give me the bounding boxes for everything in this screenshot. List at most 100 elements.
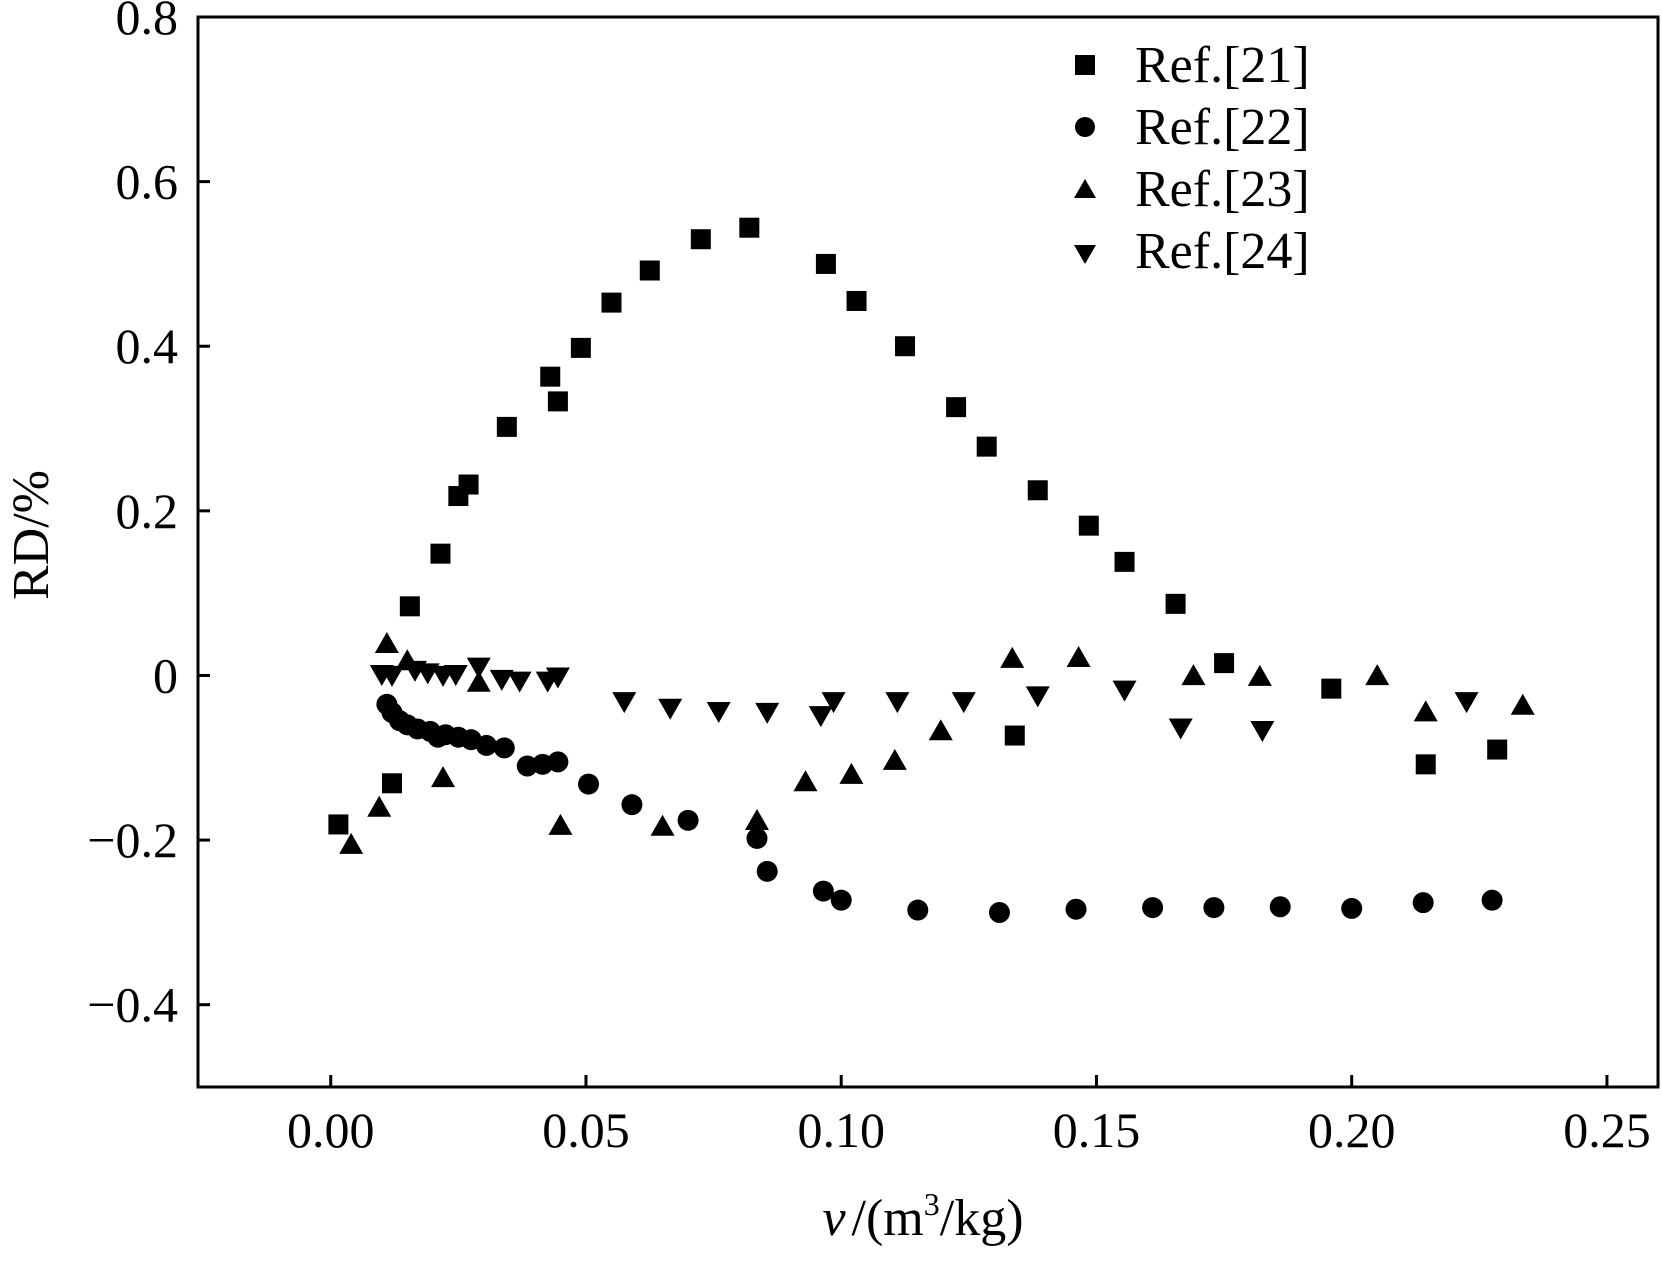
triangle-down-marker — [808, 706, 833, 728]
series-ref22 — [376, 693, 1503, 924]
triangle-up-marker — [744, 808, 769, 830]
triangle-up-marker — [839, 762, 864, 784]
series-ref23 — [339, 632, 1535, 854]
square-marker — [1078, 515, 1099, 536]
triangle-down-marker — [658, 698, 683, 720]
circle-marker — [1142, 897, 1164, 919]
triangle-down-marker — [379, 665, 404, 687]
triangle-up-marker — [1247, 664, 1272, 686]
triangle-down-marker — [1454, 692, 1479, 714]
square-marker — [639, 260, 660, 281]
triangle-up-marker — [431, 766, 456, 788]
triangle-down-marker — [1112, 680, 1137, 702]
circle-marker — [1412, 892, 1434, 914]
triangle-down-marker — [951, 692, 976, 714]
legend-label: Ref.[21] — [1135, 37, 1310, 94]
circle-marker — [1341, 897, 1363, 919]
triangle-up-marker — [650, 814, 675, 836]
circle-marker — [677, 809, 699, 831]
triangle-down-marker — [1250, 720, 1275, 742]
x-tick-label: 0.25 — [1563, 1102, 1651, 1158]
circle-marker — [756, 860, 778, 882]
triangle-down-marker — [466, 657, 491, 679]
square-marker — [1027, 480, 1048, 501]
triangle-up-marker — [367, 795, 392, 817]
triangle-down-marker — [706, 702, 731, 724]
square-marker — [381, 773, 402, 794]
data-points — [328, 217, 1535, 924]
square-marker — [601, 292, 622, 313]
legend-entry-ref22: Ref.[22] — [1075, 99, 1310, 156]
circle-marker — [830, 889, 852, 911]
circle-marker — [1203, 897, 1225, 919]
x-tick-label: 0.15 — [1053, 1102, 1141, 1158]
circle-marker — [907, 899, 929, 921]
y-axis-title: RD/% — [3, 470, 60, 600]
x-axis-title-unit: /(m — [852, 1190, 924, 1247]
legend-entry-ref21: Ref.[21] — [1075, 37, 1310, 94]
series-ref24 — [369, 657, 1479, 742]
square-marker — [1214, 653, 1235, 674]
legend-entry-ref24: Ref.[24] — [1074, 223, 1310, 280]
square-marker — [328, 814, 349, 835]
triangle-up-marker — [466, 670, 491, 692]
circle-marker — [1065, 898, 1087, 920]
x-axis-title-unit-rest: /kg) — [940, 1190, 1024, 1247]
square-marker — [690, 229, 711, 250]
y-tick-label: −0.2 — [87, 812, 178, 868]
square-marker — [458, 474, 479, 495]
x-tick-label: 0.05 — [542, 1102, 630, 1158]
legend-square-icon — [1075, 55, 1095, 75]
x-axis-ticks: 0.00 0.05 0.10 0.15 0.20 0.25 — [287, 1075, 1651, 1158]
triangle-down-marker — [507, 671, 532, 693]
y-tick-label: 0 — [153, 647, 178, 703]
triangle-up-marker — [928, 719, 953, 741]
triangle-down-marker — [489, 669, 514, 691]
triangle-up-marker — [793, 770, 818, 792]
square-marker — [496, 416, 517, 437]
triangle-up-marker — [339, 832, 364, 854]
x-tick-label: 0.20 — [1308, 1102, 1396, 1158]
triangle-down-marker — [443, 664, 468, 686]
legend-label: Ref.[23] — [1135, 161, 1310, 218]
circle-marker — [547, 751, 569, 773]
plot-frame — [196, 15, 1660, 1089]
square-marker — [946, 397, 967, 418]
square-marker — [815, 253, 836, 274]
triangle-up-marker — [1000, 646, 1025, 668]
legend-label: Ref.[22] — [1135, 99, 1310, 156]
y-tick-label: 0.6 — [116, 154, 179, 210]
triangle-down-marker — [885, 692, 910, 714]
circle-marker — [1481, 889, 1503, 911]
triangle-up-marker — [374, 632, 399, 654]
x-axis-title-variable: v — [822, 1190, 846, 1247]
square-marker — [1487, 739, 1508, 760]
y-tick-label: 0.4 — [116, 318, 179, 374]
y-axis-ticks: −0.4 −0.2 0 0.2 0.4 0.6 0.8 — [87, 0, 210, 1033]
circle-marker — [1269, 896, 1291, 918]
square-marker — [1114, 551, 1135, 572]
square-marker — [1004, 725, 1025, 746]
square-marker — [570, 337, 591, 358]
x-tick-label: 0.10 — [797, 1102, 885, 1158]
legend-label: Ref.[24] — [1135, 223, 1310, 280]
circle-marker — [746, 827, 768, 849]
x-tick-label: 0.00 — [287, 1102, 375, 1158]
triangle-up-marker — [1413, 700, 1438, 722]
x-axis-title: v/(m3/kg) — [822, 1186, 1023, 1247]
triangle-down-marker — [1025, 686, 1050, 708]
x-axis-title-unit-exponent: 3 — [924, 1186, 940, 1222]
triangle-up-marker — [1181, 664, 1206, 686]
triangle-up-marker — [548, 813, 573, 835]
square-marker — [547, 391, 568, 412]
square-marker — [399, 596, 420, 617]
legend-circle-icon — [1075, 117, 1095, 137]
square-marker — [739, 217, 760, 238]
y-tick-label: −0.4 — [87, 977, 178, 1033]
legend-triangle-up-icon — [1074, 179, 1096, 198]
square-marker — [976, 436, 997, 457]
legend-entry-ref23: Ref.[23] — [1074, 161, 1310, 218]
circle-marker — [812, 880, 834, 902]
square-marker — [1321, 678, 1342, 699]
triangle-up-marker — [1365, 664, 1390, 686]
